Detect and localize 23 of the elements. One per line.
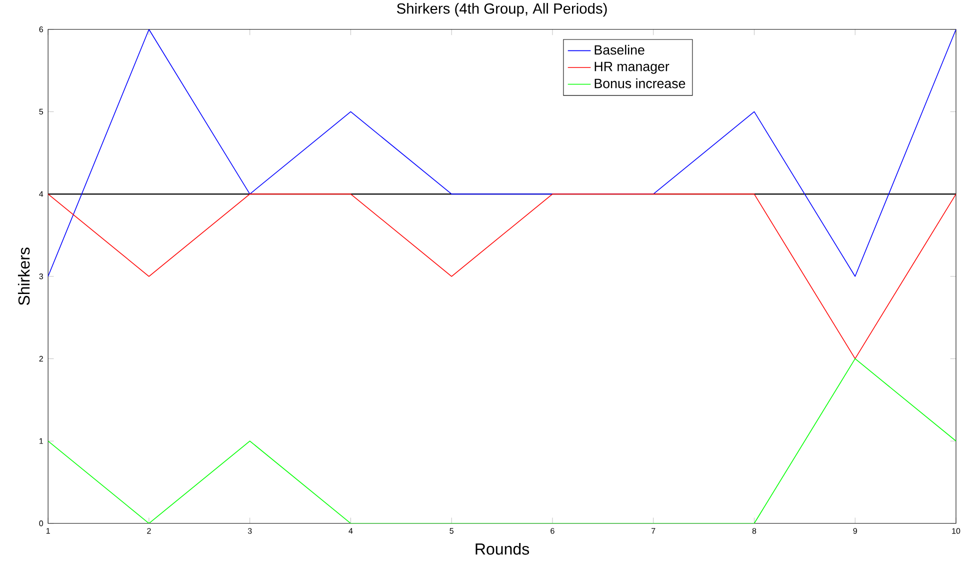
y-tick-label: 6 xyxy=(39,26,44,32)
x-axis-title: Rounds xyxy=(476,542,530,555)
y-tick-label: 4 xyxy=(39,191,44,197)
x-tick-label: 3 xyxy=(248,528,252,534)
y-tick-label: 5 xyxy=(39,108,44,114)
x-tick-label: 8 xyxy=(752,528,756,534)
y-tick-label: 2 xyxy=(39,356,43,362)
x-tick-label: 9 xyxy=(853,528,857,534)
chart-title: Shirkers (4th Group, All Periods) xyxy=(397,2,607,17)
x-tick-label: 2 xyxy=(147,528,151,534)
x-tick-label: 6 xyxy=(550,528,554,534)
x-tick-label: 7 xyxy=(652,528,656,534)
x-tick-label: 1 xyxy=(46,528,50,534)
legend-label: Bonus increase xyxy=(594,78,686,88)
legend-label: HR manager xyxy=(594,62,670,74)
y-tick-label: 3 xyxy=(39,274,44,280)
y-tick-label: 1 xyxy=(40,438,43,444)
x-tick-label: 4 xyxy=(348,528,353,534)
x-tick-label: 10 xyxy=(952,528,960,534)
x-tick-label: 5 xyxy=(450,528,454,534)
y-tick-label: 0 xyxy=(39,520,44,526)
legend-label: Baseline xyxy=(594,44,644,55)
y-axis-title: Shirkers xyxy=(18,248,30,305)
